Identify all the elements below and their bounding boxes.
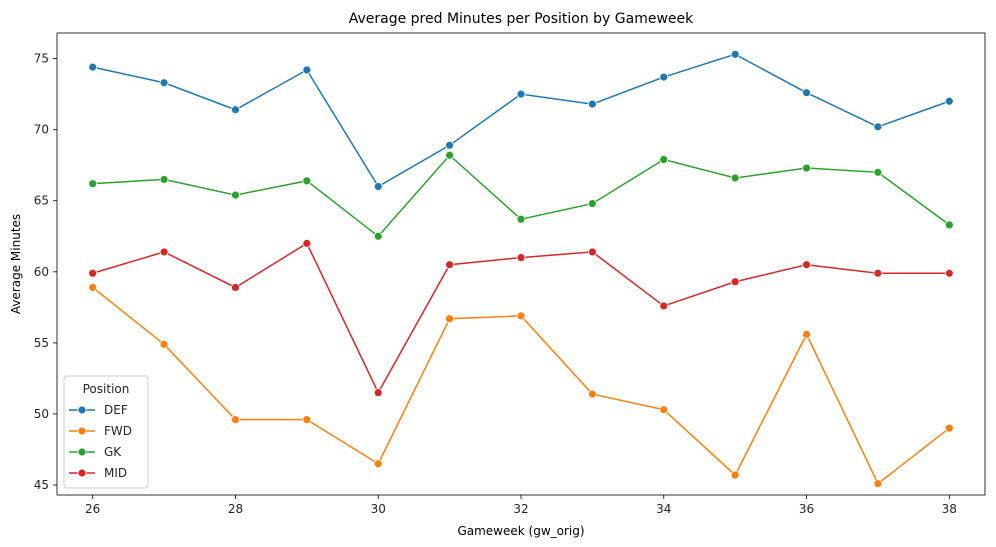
data-point-mid [231, 283, 240, 292]
data-point-gk [802, 163, 811, 173]
series-line-gk [92, 154, 950, 238]
data-point-def [159, 78, 169, 88]
data-point-fwd [587, 389, 597, 399]
legend-title: Position [83, 382, 130, 396]
data-point-def [302, 65, 312, 75]
data-point-gk [516, 214, 526, 224]
y-tick-label: 70 [34, 123, 49, 137]
data-point-def [373, 182, 383, 191]
series-layer [88, 49, 954, 489]
legend-marker-gk [77, 447, 87, 457]
data-point-gk [659, 155, 669, 164]
data-point-def [873, 122, 883, 132]
data-point-fwd [944, 423, 954, 433]
data-point-mid [88, 268, 98, 278]
chart-title: Average pred Minutes per Position by Gam… [349, 11, 694, 27]
data-point-mid [873, 268, 883, 278]
y-tick-label: 50 [34, 407, 49, 421]
data-point-mid [159, 247, 169, 257]
legend-label-fwd: FWD [104, 424, 132, 438]
data-point-gk [587, 199, 597, 208]
legend-box [63, 375, 149, 489]
data-point-mid [445, 260, 455, 270]
x-axis: 26 28 30 32 34 36 38 [85, 495, 957, 516]
data-point-fwd [159, 339, 169, 349]
data-point-fwd [445, 314, 455, 324]
data-point-def [730, 49, 740, 59]
legend-marker-fwd [77, 426, 87, 436]
data-point-gk [373, 231, 383, 241]
x-tick-label: 36 [799, 502, 814, 516]
data-point-gk [445, 150, 455, 160]
x-tick-label: 38 [942, 502, 957, 516]
data-point-fwd [873, 479, 883, 489]
x-tick-label: 28 [228, 502, 243, 516]
data-point-gk [302, 176, 312, 186]
data-point-mid [659, 301, 669, 311]
data-point-fwd [802, 329, 811, 339]
data-point-def [516, 89, 526, 99]
y-tick-label: 45 [34, 478, 49, 492]
data-point-gk [944, 220, 954, 230]
legend-marker-def [77, 405, 87, 415]
x-tick-label: 32 [513, 502, 528, 516]
data-point-gk [873, 167, 883, 177]
legend-label-mid: MID [104, 466, 127, 480]
data-point-fwd [373, 459, 383, 469]
data-point-def [88, 62, 98, 72]
data-point-fwd [231, 415, 240, 425]
data-point-mid [587, 247, 597, 257]
data-point-mid [802, 260, 811, 270]
data-point-fwd [659, 405, 669, 415]
data-point-gk [730, 173, 740, 183]
x-tick-label: 30 [371, 502, 386, 516]
data-point-fwd [302, 415, 312, 425]
data-point-fwd [730, 470, 740, 480]
data-point-gk [159, 175, 169, 184]
data-point-mid [516, 253, 526, 263]
y-axis-label: Average Minutes [9, 214, 23, 314]
legend: Position DEF FWD GK MID [63, 375, 149, 489]
data-point-mid [302, 238, 312, 248]
x-axis-label: Gameweek (gw_orig) [457, 524, 584, 538]
legend-label-gk: GK [104, 445, 122, 459]
data-point-mid [944, 268, 954, 278]
data-point-mid [373, 388, 383, 398]
data-point-fwd [516, 311, 526, 321]
x-tick-label: 26 [85, 502, 100, 516]
y-tick-label: 60 [34, 265, 49, 279]
y-tick-label: 55 [34, 336, 49, 350]
data-point-fwd [88, 283, 98, 292]
data-point-mid [730, 277, 740, 287]
y-axis: 45 50 55 60 65 70 75 [34, 52, 57, 492]
legend-label-def: DEF [104, 403, 128, 417]
plot-frame [56, 32, 986, 496]
data-point-def [587, 99, 597, 109]
data-point-def [802, 88, 811, 98]
x-tick-label: 34 [656, 502, 671, 516]
data-point-gk [88, 179, 98, 189]
data-point-def [231, 105, 240, 115]
legend-marker-mid [77, 468, 87, 478]
data-point-def [659, 72, 669, 82]
y-tick-label: 75 [34, 52, 49, 66]
data-point-def [944, 96, 954, 106]
series-line-def [92, 53, 950, 188]
y-tick-label: 65 [34, 194, 49, 208]
data-point-gk [231, 190, 240, 200]
data-point-def [445, 140, 455, 150]
